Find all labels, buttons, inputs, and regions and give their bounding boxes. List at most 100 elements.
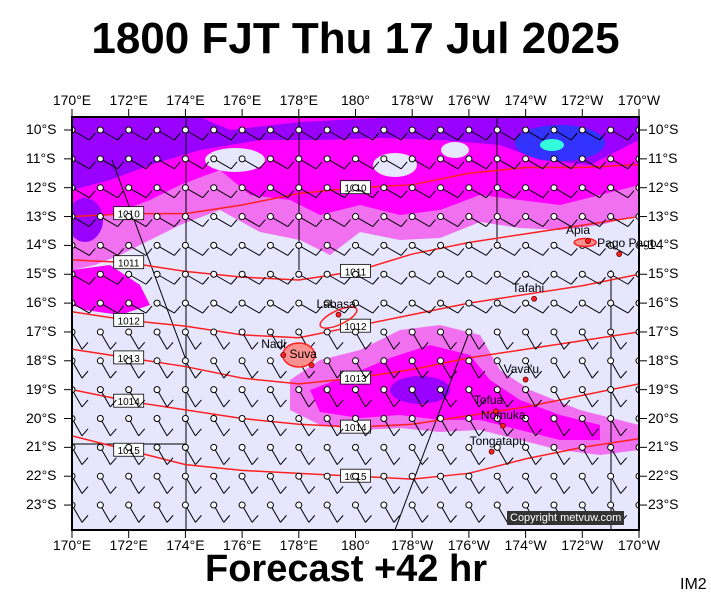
wind-barb: [465, 299, 493, 314]
wind-barb: [295, 299, 323, 314]
wind-barb: [493, 443, 514, 465]
wind-barb: [352, 299, 380, 314]
wind-barb: [266, 472, 287, 494]
place-dot: [280, 352, 287, 358]
wind-barb: [607, 472, 628, 494]
wind-barb: [522, 184, 550, 199]
wind-barb: [96, 241, 125, 256]
place-dot: [616, 251, 623, 257]
wind-barb: [550, 299, 578, 314]
lon-label: 178°E: [279, 537, 318, 553]
wind-barb: [408, 184, 436, 199]
wind-barb: [153, 299, 181, 314]
place-dot: [488, 448, 495, 455]
wind-barb: [578, 299, 607, 314]
wind-barb: [465, 270, 493, 285]
lat-label: 11°S: [26, 149, 56, 166]
wind-barb: [238, 241, 266, 256]
wind-barb: [96, 386, 117, 408]
wind-barb: [238, 184, 266, 199]
place-dot: [585, 238, 591, 244]
wind-barb: [578, 386, 599, 408]
wind-barb: [125, 443, 146, 465]
lat-label: 20°S: [648, 409, 679, 426]
place-dot: [308, 362, 315, 369]
wind-barb: [352, 155, 380, 170]
wind-barb: [295, 270, 323, 285]
wind-barb: [266, 386, 287, 408]
wind-barb: [437, 357, 457, 379]
wind-barb: [578, 184, 607, 199]
wind-barb: [295, 415, 316, 437]
isobar-label: 1013: [344, 374, 367, 385]
axis-ticks: [64, 109, 647, 538]
wind-barb: [550, 155, 578, 170]
wind-barb: [96, 155, 125, 170]
wind-barb: [522, 328, 542, 350]
land-layer: [280, 237, 623, 455]
wind-barb: [408, 270, 436, 285]
wind-barb: [550, 126, 578, 141]
wind-barb: [437, 155, 465, 170]
wind-barb: [465, 357, 486, 379]
lat-label: 17°S: [26, 322, 57, 339]
lat-label: 10°S: [648, 121, 679, 137]
wind-barb: [380, 126, 408, 141]
wind-barb: [125, 415, 146, 437]
wind-barb: [607, 328, 628, 350]
wind-barb: [210, 415, 231, 437]
wind-barb: [465, 472, 486, 494]
wind-barb: [153, 213, 181, 227]
lat-label: 10°S: [26, 121, 57, 137]
wind-barb: [181, 386, 202, 408]
wind-barb: [465, 386, 486, 408]
wind-barb: [550, 241, 578, 256]
wind-barb: [607, 357, 628, 379]
wind-barb: [437, 328, 457, 350]
place-dot: [500, 422, 506, 429]
wind-barb: [408, 126, 436, 141]
wind-barb: [96, 270, 125, 285]
wind-barb: [437, 126, 465, 141]
wind-barb: [238, 328, 259, 350]
wind-barb: [323, 501, 344, 523]
wind-barb: [266, 213, 295, 227]
wind-barb: [493, 126, 521, 141]
wind-barb: [380, 501, 401, 523]
place-label: Nadi: [261, 337, 286, 352]
wind-barb: [465, 126, 493, 141]
wind-barb: [380, 357, 401, 379]
wind-barb: [181, 472, 202, 494]
wind-barb: [210, 501, 231, 523]
wind-barb: [465, 415, 486, 437]
wind-barb: [210, 213, 238, 227]
wind-barb: [550, 415, 571, 437]
wind-barb: [578, 155, 607, 170]
lon-label: 176°W: [447, 92, 490, 108]
lon-label: 174°W: [504, 537, 547, 553]
wind-barb: [210, 155, 238, 170]
wind-barb: [125, 472, 146, 494]
lon-label: 170°W: [617, 537, 661, 553]
wind-barb: [352, 184, 380, 199]
wind-barb: [550, 472, 571, 494]
wind-barb: [408, 357, 429, 379]
wind-barb: [96, 443, 117, 465]
wind-barb: [125, 213, 153, 227]
wind-barb: [181, 357, 202, 379]
lat-label: 12°S: [648, 178, 679, 195]
place-label: Apia: [565, 223, 590, 238]
lon-label: 178°E: [279, 92, 318, 108]
wind-barb: [352, 501, 372, 523]
wind-barb: [607, 241, 635, 256]
lon-label: 180°: [341, 92, 370, 108]
wind-barb: [493, 472, 514, 494]
wind-barb: [408, 155, 436, 170]
rain-core-west: [72, 198, 103, 242]
wind-barb: [210, 126, 238, 141]
wind-barb: [125, 299, 153, 314]
lat-label: 16°S: [648, 294, 679, 311]
wind-barb: [295, 213, 323, 227]
wind-barb: [72, 443, 89, 465]
wind-barb: [607, 184, 635, 199]
